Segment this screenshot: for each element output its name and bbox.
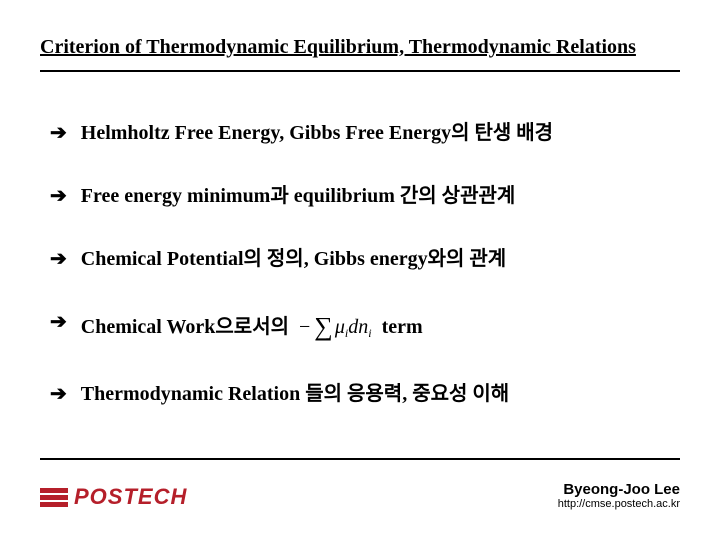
arrow-icon: ➔ (50, 181, 67, 212)
formula: − ∑ μi dni (299, 307, 372, 347)
dn: dni (348, 312, 371, 343)
arrow-icon: ➔ (50, 118, 67, 149)
arrow-icon: ➔ (50, 307, 67, 338)
bullet-text: Free energy minimum과 equilibrium 간의 상관관계 (81, 181, 670, 212)
page-title: Criterion of Thermodynamic Equilibrium, … (40, 36, 636, 59)
list-item: ➔ Free energy minimum과 equilibrium 간의 상관… (50, 181, 670, 212)
bullet-text: Chemical Work으로서의 − ∑ μi dni term (81, 307, 670, 347)
logo-text: POSTECH (74, 484, 187, 510)
logo-bars-icon (40, 487, 68, 508)
list-item: ➔ Helmholtz Free Energy, Gibbs Free Ener… (50, 118, 670, 149)
sum-sign: ∑ (314, 307, 333, 347)
footer-url: http://cmse.postech.ac.kr (558, 498, 680, 510)
arrow-icon: ➔ (50, 379, 67, 410)
bullet-pre: Chemical Work으로서의 (81, 312, 289, 343)
bullet-text: Chemical Potential의 정의, Gibbs energy와의 관… (81, 244, 670, 275)
bullet-post: term (382, 312, 423, 343)
bullet-text: Thermodynamic Relation 들의 응용력, 중요성 이해 (81, 379, 670, 410)
list-item: ➔ Thermodynamic Relation 들의 응용력, 중요성 이해 (50, 379, 670, 410)
arrow-icon: ➔ (50, 244, 67, 275)
minus-sign: − (299, 312, 310, 343)
list-item: ➔ Chemical Potential의 정의, Gibbs energy와의… (50, 244, 670, 275)
bullet-list: ➔ Helmholtz Free Energy, Gibbs Free Ener… (50, 118, 670, 442)
title-underline (40, 70, 680, 72)
author-name: Byeong-Joo Lee (558, 481, 680, 498)
footer-divider (40, 458, 680, 460)
mu: μi (335, 312, 348, 343)
list-item: ➔ Chemical Work으로서의 − ∑ μi dni term (50, 307, 670, 347)
bullet-text: Helmholtz Free Energy, Gibbs Free Energy… (81, 118, 670, 149)
slide: Criterion of Thermodynamic Equilibrium, … (0, 0, 720, 540)
logo: POSTECH (40, 484, 187, 510)
footer: Byeong-Joo Lee http://cmse.postech.ac.kr (558, 481, 680, 510)
